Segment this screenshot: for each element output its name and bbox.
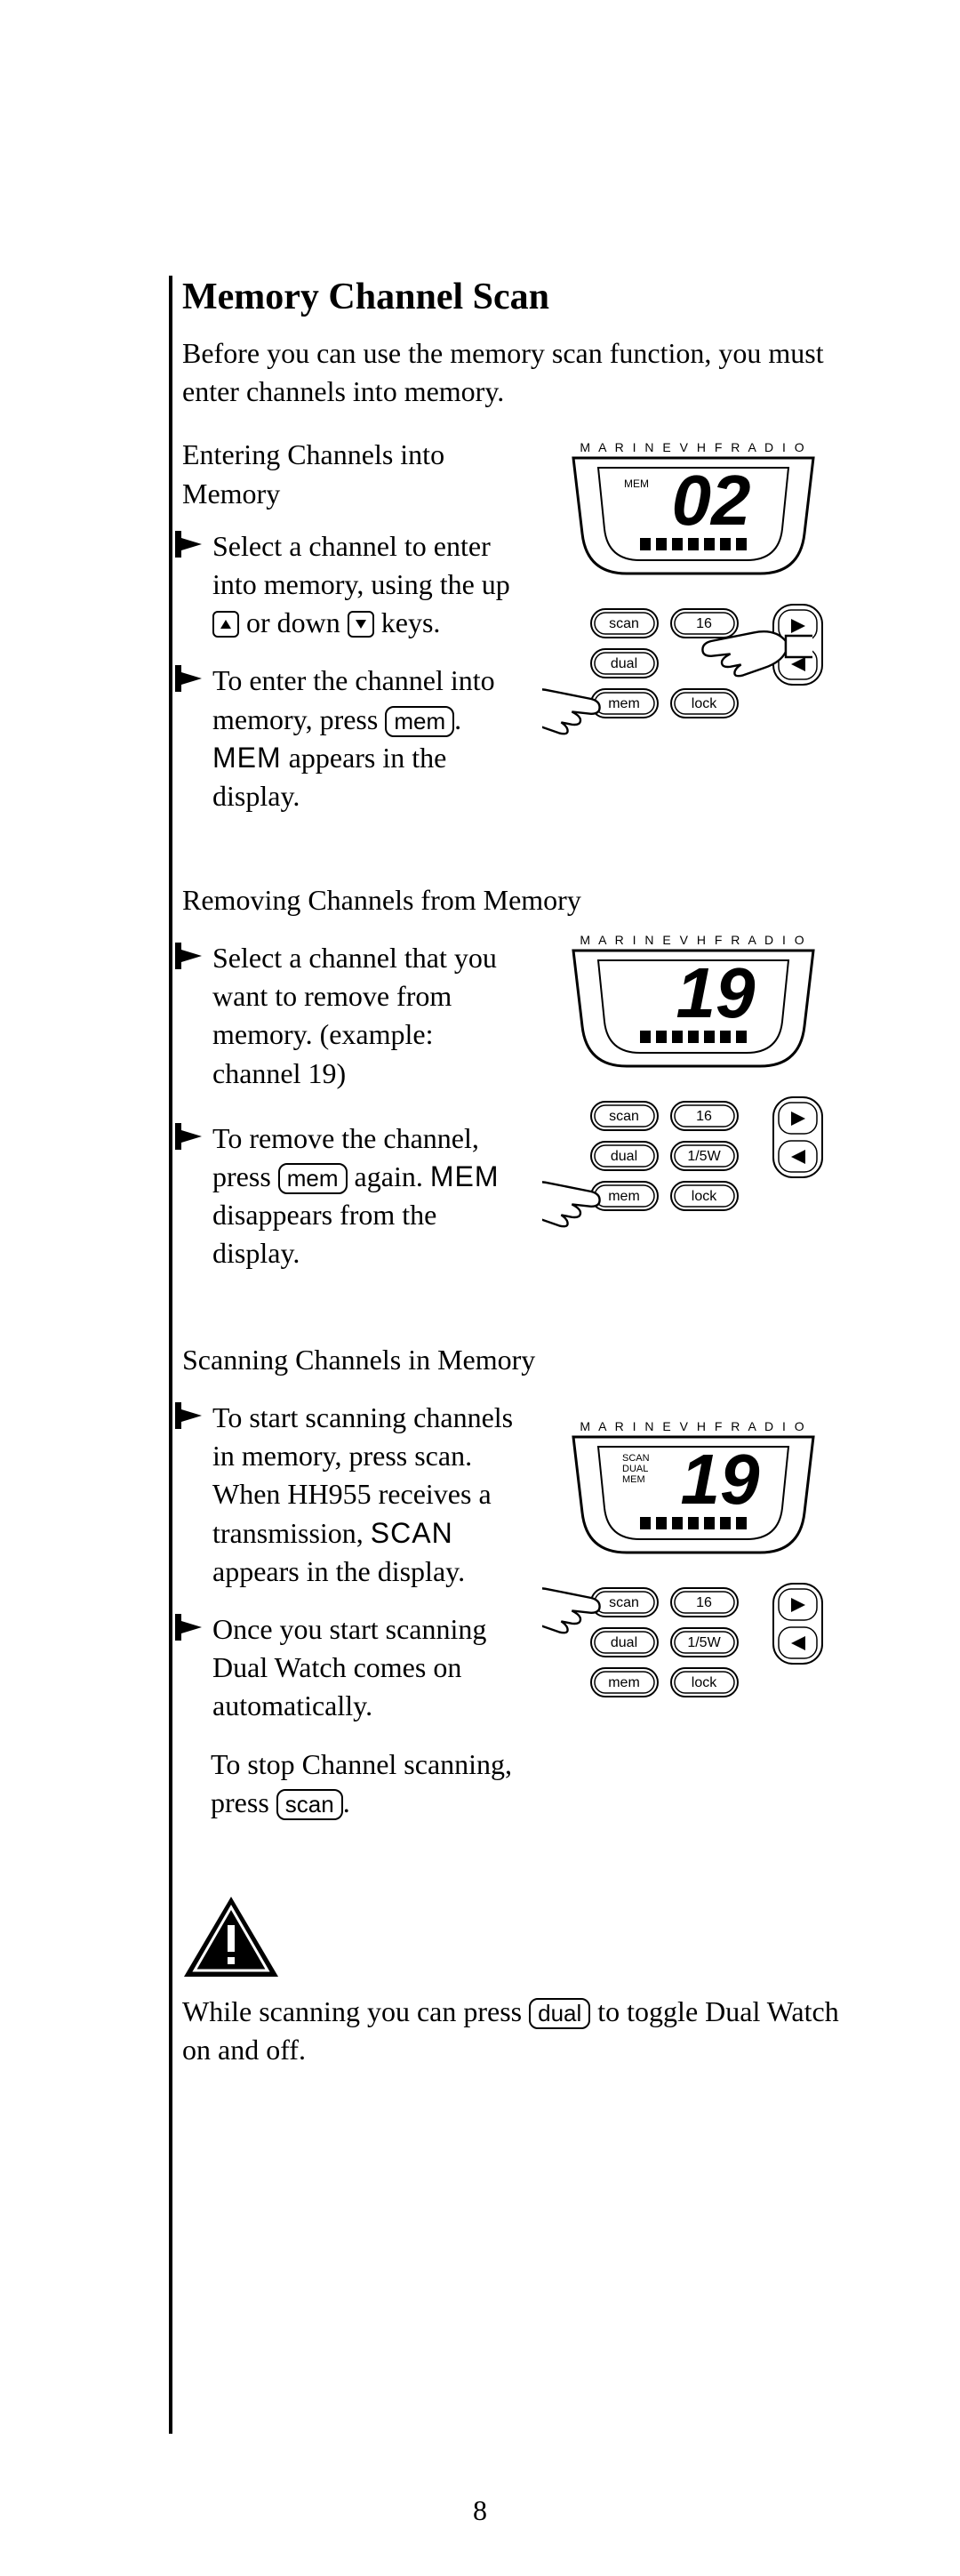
entering-subtitle: Entering Channels into Memory [182, 436, 516, 512]
svg-text:SCAN: SCAN [622, 1453, 650, 1464]
bullet-text: Once you start scanning Dual Watch comes… [212, 1610, 516, 1726]
page-number: 8 [0, 2494, 960, 2527]
bullet-item: Select a channel that you want to remove… [175, 939, 516, 1093]
bullet-arrow-icon [175, 1614, 202, 1641]
intro-text: Before you can use the memory scan funct… [182, 334, 871, 411]
svg-text:1/5W: 1/5W [687, 1635, 721, 1650]
text-fragment: . [343, 1786, 350, 1818]
warning-text: While scanning you can press dual to tog… [182, 1993, 871, 2069]
text-fragment: appears in the display. [212, 1555, 465, 1587]
text-fragment: disappears from the display. [212, 1199, 436, 1269]
scanning-subheading: Scanning Channels in Memory [182, 1344, 871, 1376]
bullet-item: To stop Channel scanning, press scan. [211, 1745, 516, 1822]
bullet-text: To enter the channel into memory, press … [212, 662, 516, 815]
radio-illustration-1: M A R I N E V H F R A D I O 02 MEM scan … [542, 436, 871, 765]
radio-illustration-3: M A R I N E V H F R A D I O 19 SCAN DUAL… [542, 1399, 871, 1781]
pointing-hand-icon [542, 1588, 600, 1633]
svg-text:16: 16 [696, 1595, 712, 1610]
text-fragment: SCAN [371, 1517, 453, 1549]
warning-block: While scanning you can press dual to tog… [182, 1895, 871, 2069]
signal-bars [640, 1031, 747, 1043]
svg-text:mem: mem [608, 1189, 640, 1204]
svg-text:1/5W: 1/5W [687, 1149, 721, 1164]
bullet-item: To remove the channel, press mem again. … [175, 1119, 516, 1273]
signal-bars [640, 538, 747, 550]
bullet-item: To start scanning channels in memory, pr… [175, 1399, 516, 1591]
text-fragment: To start scanning channels in memory, pr… [212, 1401, 513, 1549]
mem-key-inline: mem [278, 1163, 348, 1194]
svg-text:lock: lock [692, 1675, 717, 1690]
radio-illustration-2: M A R I N E V H F R A D I O 19 scan 16 d… [542, 912, 871, 1295]
svg-text:lock: lock [692, 1189, 717, 1204]
bullet-text: To start scanning channels in memory, pr… [212, 1399, 516, 1591]
signal-bars [640, 1517, 747, 1529]
bullet-text: Select a channel to enter into memory, u… [212, 527, 516, 643]
radio-header: M A R I N E V H F R A D I O [580, 1419, 806, 1433]
pointing-hand-icon [542, 690, 600, 734]
text-fragment: or down [239, 606, 348, 638]
text-fragment: again. [348, 1160, 430, 1192]
bullet-arrow-icon [175, 1402, 202, 1429]
mem-key-inline: mem [385, 706, 454, 737]
svg-text:MEM: MEM [622, 1474, 645, 1485]
text-fragment: MEM [430, 1160, 500, 1192]
bullet-arrow-icon [175, 1123, 202, 1150]
svg-text:16: 16 [696, 616, 712, 631]
section-entering: Entering Channels into Memory Select a c… [182, 436, 871, 835]
svg-text:lock: lock [692, 696, 717, 711]
lcd-digits: 02 [672, 461, 751, 540]
svg-text:16: 16 [696, 1109, 712, 1124]
radio-header: M A R I N E V H F R A D I O [580, 933, 806, 947]
svg-text:scan: scan [609, 1595, 639, 1610]
svg-text:dual: dual [611, 1149, 637, 1164]
bullet-text: To remove the channel, press mem again. … [212, 1119, 516, 1273]
svg-text:dual: dual [611, 1635, 637, 1650]
vertical-margin-rule [169, 276, 172, 2434]
warning-triangle-icon [182, 1895, 280, 1979]
pointing-hand-icon [542, 1182, 600, 1226]
text-fragment: . [454, 703, 461, 735]
text-fragment: MEM [212, 742, 282, 774]
bullet-arrow-icon [175, 943, 202, 969]
down-arrow-key-icon [348, 611, 374, 638]
page-title: Memory Channel Scan [182, 276, 871, 318]
text-fragment: To stop Channel scanning, press [211, 1748, 512, 1818]
scan-key-inline: scan [276, 1789, 343, 1820]
mem-indicator: MEM [624, 477, 649, 490]
text-fragment: While scanning you can press [182, 1995, 529, 2027]
svg-text:scan: scan [609, 616, 639, 631]
bullet-text: Select a channel that you want to remove… [212, 939, 516, 1093]
bullet-item: Select a channel to enter into memory, u… [175, 527, 516, 643]
lcd-digits: 19 [676, 953, 756, 1032]
svg-text:dual: dual [611, 656, 637, 671]
text-fragment: keys. [374, 606, 441, 638]
svg-text:DUAL: DUAL [622, 1464, 648, 1474]
svg-text:mem: mem [608, 696, 640, 711]
dual-key-inline: dual [529, 1998, 590, 2029]
bullet-item: Once you start scanning Dual Watch comes… [175, 1610, 516, 1726]
svg-text:scan: scan [609, 1109, 639, 1124]
up-arrow-key-icon [212, 611, 239, 638]
text-fragment: Select a channel to enter into memory, u… [212, 530, 510, 600]
bullet-item: To enter the channel into memory, press … [175, 662, 516, 815]
section-removing: Select a channel that you want to remove… [182, 939, 871, 1295]
svg-text:mem: mem [608, 1675, 640, 1690]
bullet-text: To stop Channel scanning, press scan. [211, 1745, 516, 1822]
bullet-arrow-icon [175, 665, 202, 692]
section-scanning: To start scanning channels in memory, pr… [182, 1399, 871, 1842]
bullet-arrow-icon [175, 531, 202, 558]
radio-header: M A R I N E V H F R A D I O [580, 440, 806, 454]
lcd-digits: 19 [681, 1440, 760, 1519]
